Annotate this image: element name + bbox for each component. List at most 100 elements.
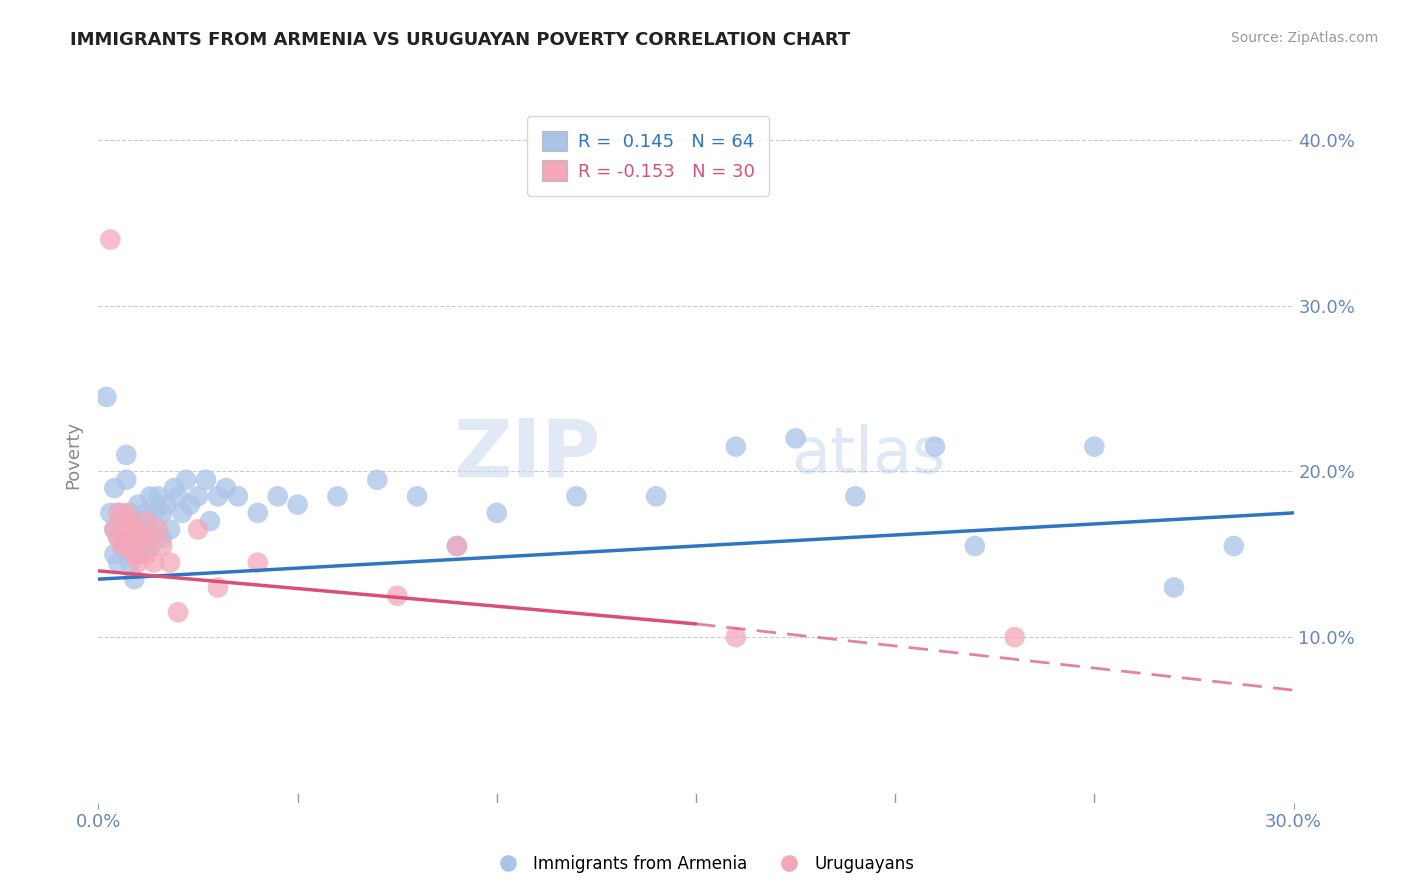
Point [135, 531, 157, 545]
Point [167, 489, 190, 503]
Point [107, 531, 129, 545]
Point [148, 523, 170, 537]
Point [366, 473, 388, 487]
Point [135, 514, 157, 528]
Text: Source: ZipAtlas.com: Source: ZipAtlas.com [1230, 31, 1378, 45]
Point [115, 531, 138, 545]
Point [120, 539, 142, 553]
Point [143, 506, 166, 520]
Point [103, 547, 125, 561]
Point [1004, 630, 1026, 644]
Point [124, 572, 146, 586]
Point [115, 506, 138, 520]
Point [207, 489, 229, 503]
Point [195, 473, 218, 487]
Point [127, 556, 149, 570]
Text: IMMIGRANTS FROM ARMENIA VS URUGUAYAN POVERTY CORRELATION CHART: IMMIGRANTS FROM ARMENIA VS URUGUAYAN POV… [70, 31, 851, 49]
Point [127, 547, 149, 561]
Point [159, 556, 181, 570]
Point [120, 514, 142, 528]
Point [111, 539, 134, 553]
Point [246, 506, 269, 520]
Point [127, 523, 149, 537]
Point [135, 547, 157, 561]
Point [226, 489, 249, 503]
Point [124, 523, 146, 537]
Point [446, 539, 468, 553]
Point [565, 489, 588, 503]
Point [167, 605, 190, 619]
Point [124, 547, 146, 561]
Point [1083, 440, 1105, 454]
Point [111, 539, 134, 553]
Point [159, 523, 181, 537]
Point [120, 539, 142, 553]
Point [785, 431, 807, 445]
Point [127, 531, 149, 545]
Point [924, 440, 946, 454]
Point [385, 589, 409, 603]
Point [724, 440, 747, 454]
Point [1222, 539, 1246, 553]
Point [174, 473, 197, 487]
Point [246, 556, 269, 570]
Point [115, 448, 138, 462]
Point [148, 489, 170, 503]
Point [326, 489, 349, 503]
Point [163, 481, 186, 495]
Point [724, 630, 747, 644]
Point [111, 523, 134, 537]
Point [172, 506, 194, 520]
Point [131, 539, 153, 553]
Point [485, 506, 508, 520]
Point [267, 489, 290, 503]
Legend: Immigrants from Armenia, Uruguayans: Immigrants from Armenia, Uruguayans [485, 848, 921, 880]
Point [198, 514, 221, 528]
Point [96, 390, 118, 404]
Point [115, 514, 138, 528]
Point [155, 498, 177, 512]
Point [963, 539, 986, 553]
Point [150, 531, 173, 545]
Point [107, 531, 129, 545]
Point [124, 547, 146, 561]
Point [124, 523, 146, 537]
Point [187, 523, 209, 537]
Point [139, 489, 162, 503]
Point [120, 556, 142, 570]
Point [179, 498, 201, 512]
Point [100, 506, 122, 520]
Point [111, 514, 134, 528]
Point [150, 539, 173, 553]
Point [127, 498, 149, 512]
Point [187, 489, 209, 503]
Point [215, 481, 238, 495]
Point [100, 233, 122, 247]
Point [115, 473, 138, 487]
Point [131, 531, 153, 545]
Y-axis label: Poverty: Poverty [65, 421, 83, 489]
Point [107, 506, 129, 520]
Point [120, 506, 142, 520]
Point [446, 539, 468, 553]
Point [139, 539, 162, 553]
Point [107, 506, 129, 520]
Point [1163, 581, 1185, 595]
Point [139, 531, 162, 545]
Legend: R =  0.145   N = 64, R = -0.153   N = 30: R = 0.145 N = 64, R = -0.153 N = 30 [527, 116, 769, 195]
Point [103, 523, 125, 537]
Point [406, 489, 429, 503]
Point [143, 523, 166, 537]
Point [103, 481, 125, 495]
Point [207, 581, 229, 595]
Text: ZIP: ZIP [453, 416, 600, 494]
Point [107, 556, 129, 570]
Point [645, 489, 668, 503]
Point [135, 506, 157, 520]
Point [143, 556, 166, 570]
Point [131, 514, 153, 528]
Point [103, 523, 125, 537]
Point [150, 506, 173, 520]
Point [287, 498, 309, 512]
Point [844, 489, 866, 503]
